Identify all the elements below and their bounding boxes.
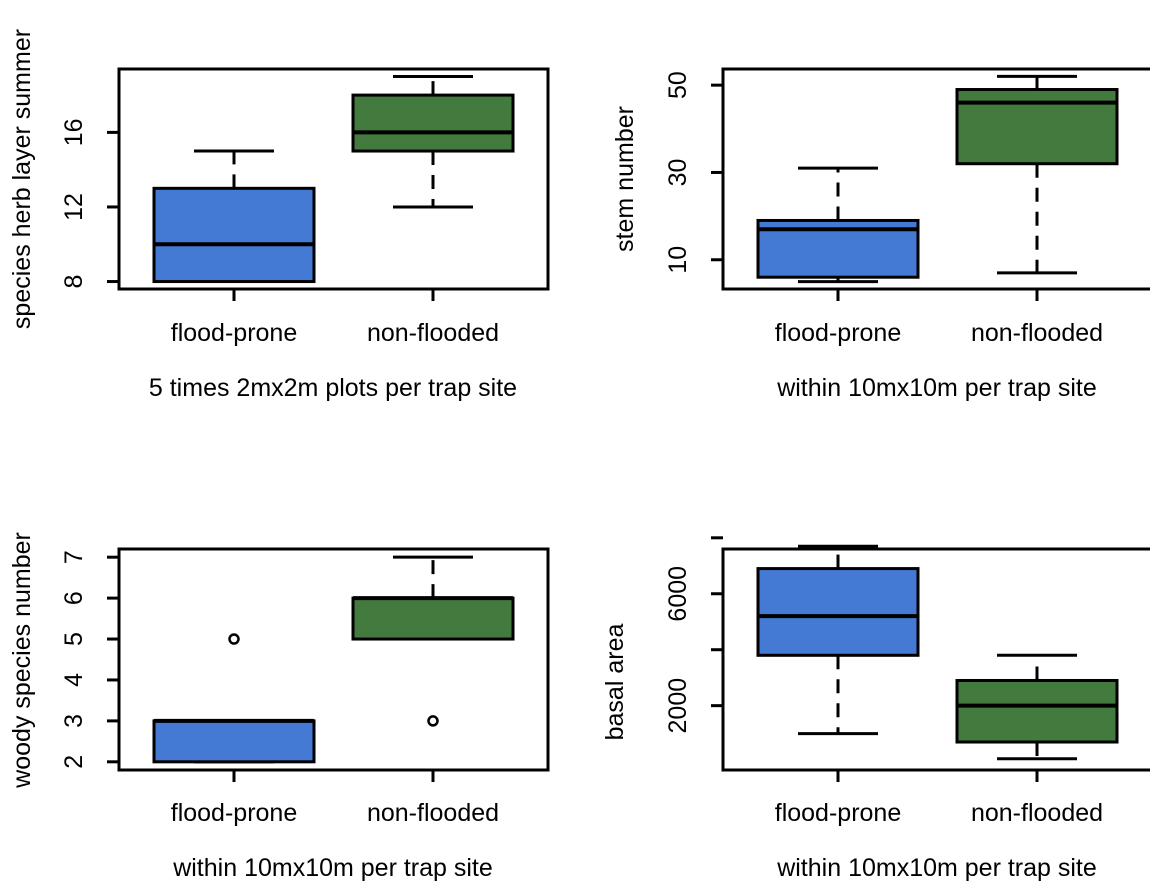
x-axis-label: within 10mx10m per trap site [172,854,493,882]
box-flood-prone [152,149,316,284]
x-axis-label: within 10mx10m per trap site [776,374,1097,402]
x-axis-label: within 10mx10m per trap site [776,854,1097,882]
y-axis-label: species herb layer summer [8,29,36,329]
iqr-box [756,567,920,657]
outlier-point [427,715,439,727]
outlier-point [228,633,240,645]
x-tick-label-non-flooded: non-flooded [367,319,499,347]
x-tick-label-non-flooded: non-flooded [367,799,499,827]
panel-basal-area: 2000 6000 basal area flood-prone non-floo… [601,536,1150,882]
box-flood-prone [756,166,920,284]
box-non-flooded [351,555,515,727]
panel-stem-number: 10 30 50 stem number flood-prone non-flood… [611,67,1150,402]
y-tick-label: 30 [664,159,692,187]
y-axis-label: basal area [601,624,629,741]
y-axis-label: stem number [611,106,639,252]
x-tick-label-flood-prone: flood-prone [171,319,297,347]
y-tick-label: 10 [664,246,692,274]
y-tick-label: 2000 [664,678,692,734]
y-tick-label: 8 [60,275,88,289]
plot-frame [117,547,550,772]
y-tick-label: 7 [60,550,88,564]
y-tick-label: 6 [60,591,88,605]
iqr-box [152,186,316,284]
y-tick-label: 4 [60,673,88,687]
x-tick-label-flood-prone: flood-prone [775,319,901,347]
plot-frame [721,67,1150,291]
iqr-box [351,93,515,153]
plot-frame [117,67,550,291]
box-non-flooded [351,74,515,209]
box-non-flooded [955,74,1119,275]
x-tick-label-flood-prone: flood-prone [171,799,297,827]
y-axis-label: woody species number [8,532,36,789]
plot-frame [721,547,1150,772]
y-tick-label: 12 [60,193,88,221]
box-flood-prone [152,633,316,764]
panel-herb-species: 8 12 16 species herb layer summer flood-pr… [8,29,550,402]
x-axis-label: 5 times 2mx2m plots per trap site [149,374,517,402]
box-flood-prone [756,544,920,736]
iqr-box [351,596,515,641]
y-tick-label: 5 [60,632,88,646]
iqr-box [152,719,316,764]
box-non-flooded [955,653,1119,761]
y-tick-label: 16 [60,118,88,146]
y-tick-label: 50 [664,71,692,99]
x-tick-label-non-flooded: non-flooded [971,319,1103,347]
y-tick-label: 6000 [664,566,692,622]
y-tick-label: 3 [60,714,88,728]
x-tick-label-flood-prone: flood-prone [775,799,901,827]
iqr-box [955,678,1119,744]
x-tick-label-non-flooded: non-flooded [971,799,1103,827]
y-tick-label: 2 [60,755,88,769]
